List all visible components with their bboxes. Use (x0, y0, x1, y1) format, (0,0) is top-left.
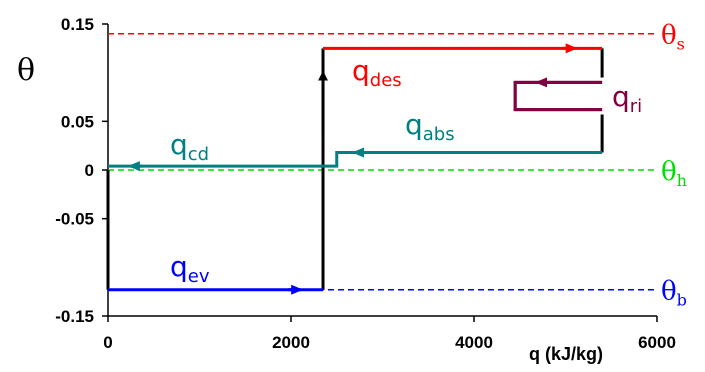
series-line-qri (513, 80, 603, 112)
x-tick-label: 4000 (455, 333, 493, 352)
series-label-qcd: qcd (170, 128, 209, 165)
series-label-symbol: q (352, 54, 370, 87)
series-label-subscript: cd (188, 144, 209, 165)
series-label-qdes: qdes (352, 54, 402, 91)
series-label-subscript: ri (630, 96, 642, 117)
series-label-qri: qri (612, 80, 642, 117)
series-label-qabs: qabs (405, 108, 455, 145)
cycle-line (513, 80, 603, 112)
x-tick-label: 0 (103, 333, 112, 352)
series-line-qabs (323, 150, 603, 168)
series-label-symbol: q (405, 108, 423, 141)
series-label-symbol: q (612, 80, 630, 113)
y-tick-label: 0 (85, 161, 94, 180)
series-label-subscript: abs (423, 124, 455, 145)
series-label-symbol: q (170, 250, 188, 283)
y-axis-label: θ (17, 53, 35, 88)
y-tick-label: -0.15 (55, 307, 94, 326)
reference-label-h: θh (661, 157, 687, 190)
reference-label-symbol: θ (661, 21, 677, 51)
reference-label-subscript: b (677, 291, 687, 310)
reference-label-symbol: θ (661, 157, 677, 187)
reference-label-subscript: s (677, 35, 685, 54)
series-label-subscript: des (370, 70, 402, 91)
x-axis-label: q (kJ/kg) (529, 344, 603, 364)
reference-label-subscript: h (677, 171, 687, 190)
x-tick-label: 2000 (272, 333, 310, 352)
y-tick-label: 0.15 (61, 15, 94, 34)
reference-label-symbol: θ (661, 277, 677, 307)
y-tick-label: -0.05 (55, 210, 94, 229)
series-label-symbol: q (170, 128, 188, 161)
series-label-subscript: ev (188, 266, 210, 287)
x-tick-label: 6000 (638, 333, 676, 352)
axis-ticks: 0.15 0.05 0 -0.05 -0.15 0 2000 4000 6000 (55, 15, 676, 352)
reference-label-b: θb (661, 277, 687, 310)
flow-series (108, 43, 603, 295)
y-tick-label: 0.05 (61, 112, 94, 131)
series-label-qev: qev (170, 250, 210, 287)
reference-label-s: θs (661, 21, 685, 54)
